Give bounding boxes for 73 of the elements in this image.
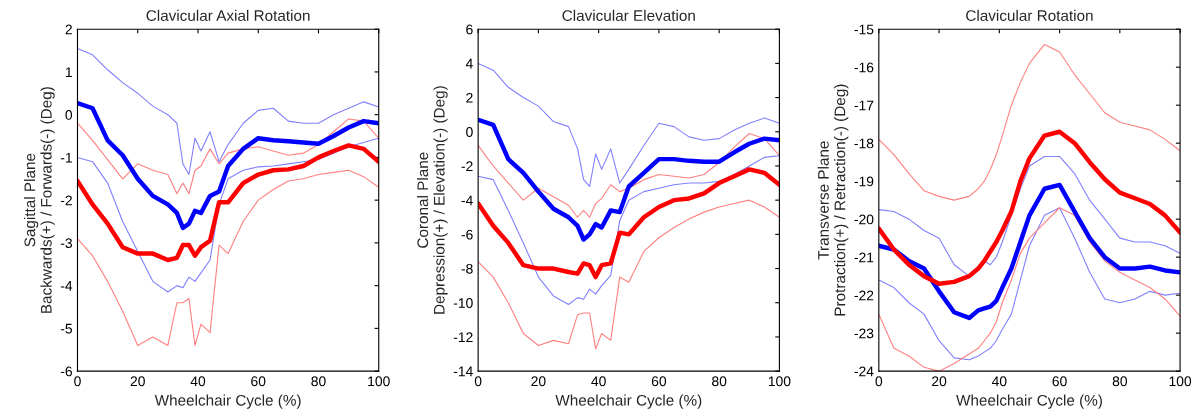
- y-tick-label: -6: [60, 366, 73, 377]
- x-tick-label: 80: [712, 376, 727, 387]
- y-axis-title: Sagittal Plane Backwards(+) / Forwards(-) (Deg): [24, 87, 55, 313]
- y-tick-label: -24: [854, 366, 874, 377]
- line-series: [77, 143, 379, 263]
- x-tick-label: 60: [1052, 376, 1067, 387]
- y-tick-label: -20: [854, 214, 874, 225]
- y-tick-label: 6: [466, 24, 473, 35]
- y-tick-label: -2: [461, 161, 473, 171]
- line-series: [878, 129, 1181, 286]
- x-tick-label: 20: [531, 376, 546, 387]
- x-tick-label: 0: [474, 376, 482, 387]
- chart-title: Clavicular Axial Rotation: [146, 9, 310, 22]
- line-series: [878, 155, 1181, 277]
- y-tick-label: -5: [60, 323, 73, 334]
- y-tick-label: -12: [453, 332, 473, 342]
- y-tick-label: -15: [854, 24, 874, 35]
- chart-title: Clavicular Elevation: [562, 9, 695, 22]
- line-series: [478, 199, 780, 350]
- y-tick-label: -18: [854, 138, 874, 149]
- x-tick-label: 0: [74, 376, 81, 387]
- x-tick-label: 20: [130, 376, 145, 387]
- y-tick-label: -16: [854, 62, 874, 73]
- y-tick-label: 1: [65, 67, 72, 77]
- y-axis-title: Coronal Plane Depression(+) / Elevation(-) (Deg): [416, 86, 448, 314]
- line-series: [878, 182, 1181, 321]
- y-axis-title: Transverse Plane Protraction(+) / Retraction(-) (Deg): [817, 84, 849, 316]
- y-tick-label: -3: [60, 238, 73, 249]
- y-tick-label: -4: [60, 281, 73, 291]
- line-series: [77, 47, 379, 176]
- line-series: [77, 169, 379, 347]
- y-tick-label: 2: [466, 92, 473, 103]
- line-series: [77, 137, 379, 293]
- x-axis-title: Wheelchair Cycle (%): [956, 394, 1102, 409]
- x-tick-label: 100: [768, 376, 791, 387]
- y-tick-label: -22: [854, 290, 874, 301]
- x-tick-label: 60: [251, 376, 266, 387]
- x-tick-label: 60: [651, 376, 667, 387]
- x-tick-label: 80: [1112, 376, 1128, 387]
- x-tick-label: 40: [591, 376, 606, 387]
- y-tick-label: -8: [461, 263, 473, 274]
- chart-title: Clavicular Rotation: [966, 9, 1093, 22]
- line-series: [878, 43, 1181, 201]
- x-tick-label: 40: [991, 376, 1007, 387]
- y-tick-label: 4: [465, 58, 473, 69]
- y-tick-label: -23: [854, 328, 874, 339]
- y-tick-label: -14: [453, 366, 473, 377]
- y-tick-label: -1: [60, 152, 72, 163]
- line-series: [478, 117, 780, 242]
- line-series: [77, 118, 379, 195]
- x-tick-label: 100: [368, 376, 390, 387]
- y-tick-label: -10: [453, 298, 473, 308]
- y-tick-label: 2: [65, 24, 72, 35]
- x-tick-label: 20: [932, 376, 947, 387]
- x-axis-title: Wheelchair Cycle (%): [555, 394, 702, 409]
- line-series: [478, 155, 780, 306]
- y-tick-label: -6: [461, 229, 473, 240]
- y-tick-label: -19: [854, 176, 874, 187]
- line-series: [478, 132, 780, 218]
- y-tick-label: -4: [461, 195, 473, 206]
- line-series: [478, 167, 780, 280]
- y-tick-label: -17: [854, 100, 874, 111]
- line-series: [77, 100, 379, 231]
- y-tick-label: -21: [854, 252, 874, 263]
- x-axis-title: Wheelchair Cycle (%): [154, 394, 301, 409]
- y-tick-label: -2: [60, 195, 72, 206]
- x-tick-label: 0: [875, 376, 883, 387]
- y-tick-label: 0: [466, 127, 473, 137]
- y-tick-label: 0: [65, 110, 73, 120]
- x-tick-label: 40: [190, 376, 206, 387]
- x-tick-label: 80: [311, 376, 326, 387]
- line-series: [478, 62, 780, 188]
- x-tick-label: 100: [1169, 376, 1192, 387]
